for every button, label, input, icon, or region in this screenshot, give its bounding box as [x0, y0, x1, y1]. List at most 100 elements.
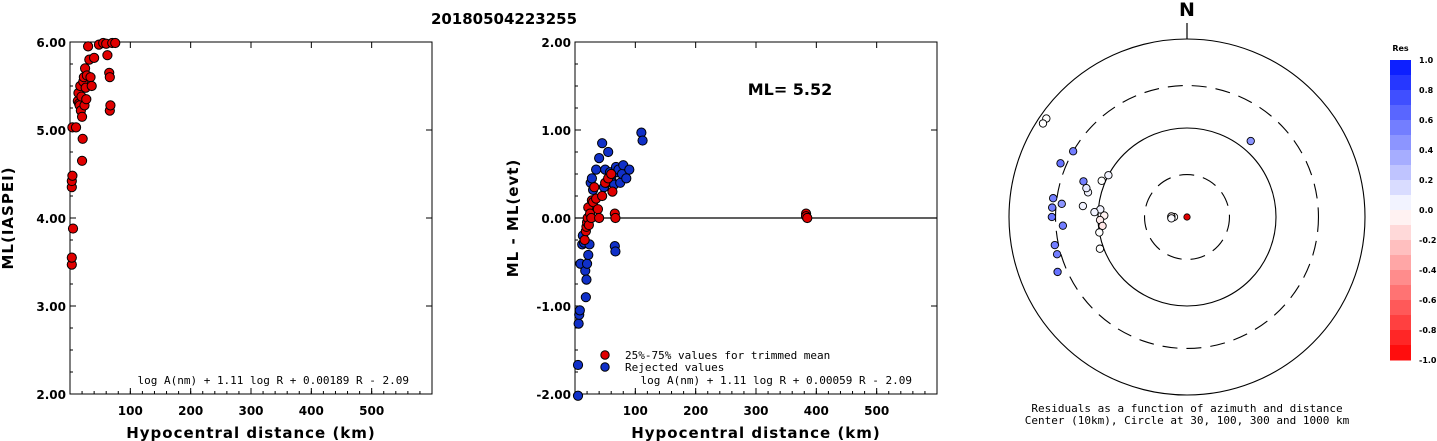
- rejected-point: [580, 292, 591, 303]
- station-point: [1053, 267, 1062, 277]
- rejected-point: [624, 164, 635, 175]
- data-point: [85, 72, 96, 83]
- x-tick-label: 100: [118, 404, 143, 418]
- colorbar-tick-label: -0.6: [1419, 296, 1437, 305]
- colorbar-cell: [1390, 120, 1411, 136]
- colorbar-tick-label: 0.6: [1419, 116, 1434, 125]
- colorbar-cell: [1390, 285, 1411, 301]
- data-point: [76, 111, 88, 122]
- rejected-point: [637, 135, 648, 146]
- legend-label-trimmed: 25%-75% values for trimmed mean: [625, 349, 830, 362]
- trimmed-mean-point: [579, 234, 590, 246]
- y-tick-label: 1.00: [541, 124, 571, 138]
- chart-title: 20180504223255: [431, 10, 577, 28]
- station-point: [1056, 159, 1065, 168]
- trimmed-mean-point: [597, 190, 608, 202]
- distance-ring: [1143, 173, 1231, 261]
- colorbar-cell: [1390, 195, 1411, 211]
- data-point: [104, 72, 115, 83]
- colorbar-cell: [1390, 330, 1411, 346]
- colorbar-cell: [1390, 225, 1411, 241]
- y-tick-label: 4.00: [36, 212, 66, 226]
- y-tick-label: -1.00: [536, 300, 571, 314]
- ml-annotation: ML= 5.52: [748, 80, 833, 99]
- y-tick-label: 2.00: [36, 388, 66, 402]
- y-tick-label: 2.00: [541, 36, 571, 50]
- colorbar-cell: [1390, 255, 1411, 271]
- rejected-point: [573, 318, 584, 329]
- station-point: [1079, 177, 1088, 186]
- colorbar-cell: [1390, 315, 1411, 331]
- trimmed-mean-point: [607, 186, 618, 197]
- station-point: [1068, 147, 1078, 156]
- x-tick-label: 200: [683, 404, 708, 418]
- polar-caption-line2: Center (10km), Circle at 30, 100, 300 an…: [1025, 414, 1350, 427]
- station-point: [1049, 194, 1058, 203]
- data-point: [77, 133, 88, 144]
- colorbar-tick-label: -0.8: [1419, 326, 1437, 335]
- trimmed-mean-point: [802, 212, 813, 224]
- x-axis-label: Hypocentral distance (km): [126, 424, 376, 441]
- rejected-point: [597, 138, 608, 149]
- station-point: [1078, 201, 1088, 211]
- ml-residual-panel: -2.00 -1.00 0.00 1.00 2.00 100 200 300 400 500 Hyp…: [504, 36, 938, 441]
- legend-label-rejected: Rejected values: [625, 361, 724, 374]
- rejected-point: [603, 146, 614, 158]
- station-point: [1246, 136, 1255, 146]
- formula-label: log A(nm) + 1.11 log R + 0.00059 R - 2.0…: [640, 374, 912, 387]
- rejected-point: [581, 274, 592, 285]
- colorbar-tick-label: -0.4: [1419, 266, 1437, 275]
- data-point: [86, 80, 97, 92]
- y-tick-label: 5.00: [36, 124, 66, 138]
- x-tick-label: 400: [804, 404, 829, 418]
- station-point: [1057, 199, 1066, 208]
- trimmed-mean-point: [594, 212, 605, 224]
- station-point: [1052, 250, 1062, 259]
- station-point: [1050, 240, 1059, 250]
- y-tick-label: -2.00: [536, 388, 571, 402]
- north-label: N: [1179, 0, 1195, 21]
- station-point: [1098, 221, 1107, 231]
- epicenter-marker: [1183, 213, 1191, 221]
- colorbar-tick-label: 0.2: [1419, 176, 1433, 185]
- polar-residual-panel: N Residuals as a function of azimuth and …: [1008, 0, 1437, 427]
- colorbar-title: Res: [1392, 44, 1409, 53]
- data-point: [66, 252, 77, 263]
- formula-label: log A(nm) + 1.11 log R + 0.00189 R - 2.0…: [137, 374, 409, 387]
- colorbar-cell: [1390, 105, 1411, 121]
- station-point: [1082, 183, 1091, 193]
- station-point: [1104, 171, 1113, 180]
- station-point: [1095, 244, 1105, 253]
- polar-caption-line1: Residuals as a function of azimuth and d…: [1031, 402, 1342, 415]
- data-point: [67, 170, 78, 181]
- y-tick-label: 3.00: [36, 300, 66, 314]
- y-axis-label: ML(IASPEI): [0, 166, 17, 269]
- colorbar-cell: [1390, 75, 1411, 91]
- colorbar-cell: [1390, 240, 1411, 256]
- legend-marker-trimmed: [600, 350, 610, 360]
- rejected-point: [586, 173, 597, 184]
- x-tick-label: 300: [238, 404, 263, 418]
- rejected-point: [583, 249, 594, 261]
- station-point: [1090, 207, 1099, 217]
- data-point: [102, 50, 113, 61]
- data-point: [83, 41, 94, 52]
- colorbar-cell: [1390, 210, 1411, 226]
- rejected-point: [591, 164, 602, 175]
- rejected-point: [594, 153, 605, 164]
- y-tick-label: 0.00: [541, 212, 571, 226]
- data-point: [70, 122, 82, 133]
- rejected-point: [574, 305, 585, 316]
- station-point: [1047, 212, 1057, 222]
- colorbar-cell: [1390, 150, 1411, 166]
- legend-marker-rejected: [600, 362, 610, 372]
- data-point: [76, 155, 88, 166]
- colorbar-tick-label: 0.8: [1419, 86, 1434, 95]
- station-point: [1167, 214, 1176, 223]
- rejected-point: [572, 359, 584, 371]
- ml-iaspei-panel: 2.00 3.00 4.00 5.00 6.00 100 200 300 400 500 Hypoc…: [0, 36, 433, 441]
- data-point: [110, 37, 121, 49]
- trimmed-mean-point: [610, 212, 621, 224]
- station-point: [1097, 176, 1106, 185]
